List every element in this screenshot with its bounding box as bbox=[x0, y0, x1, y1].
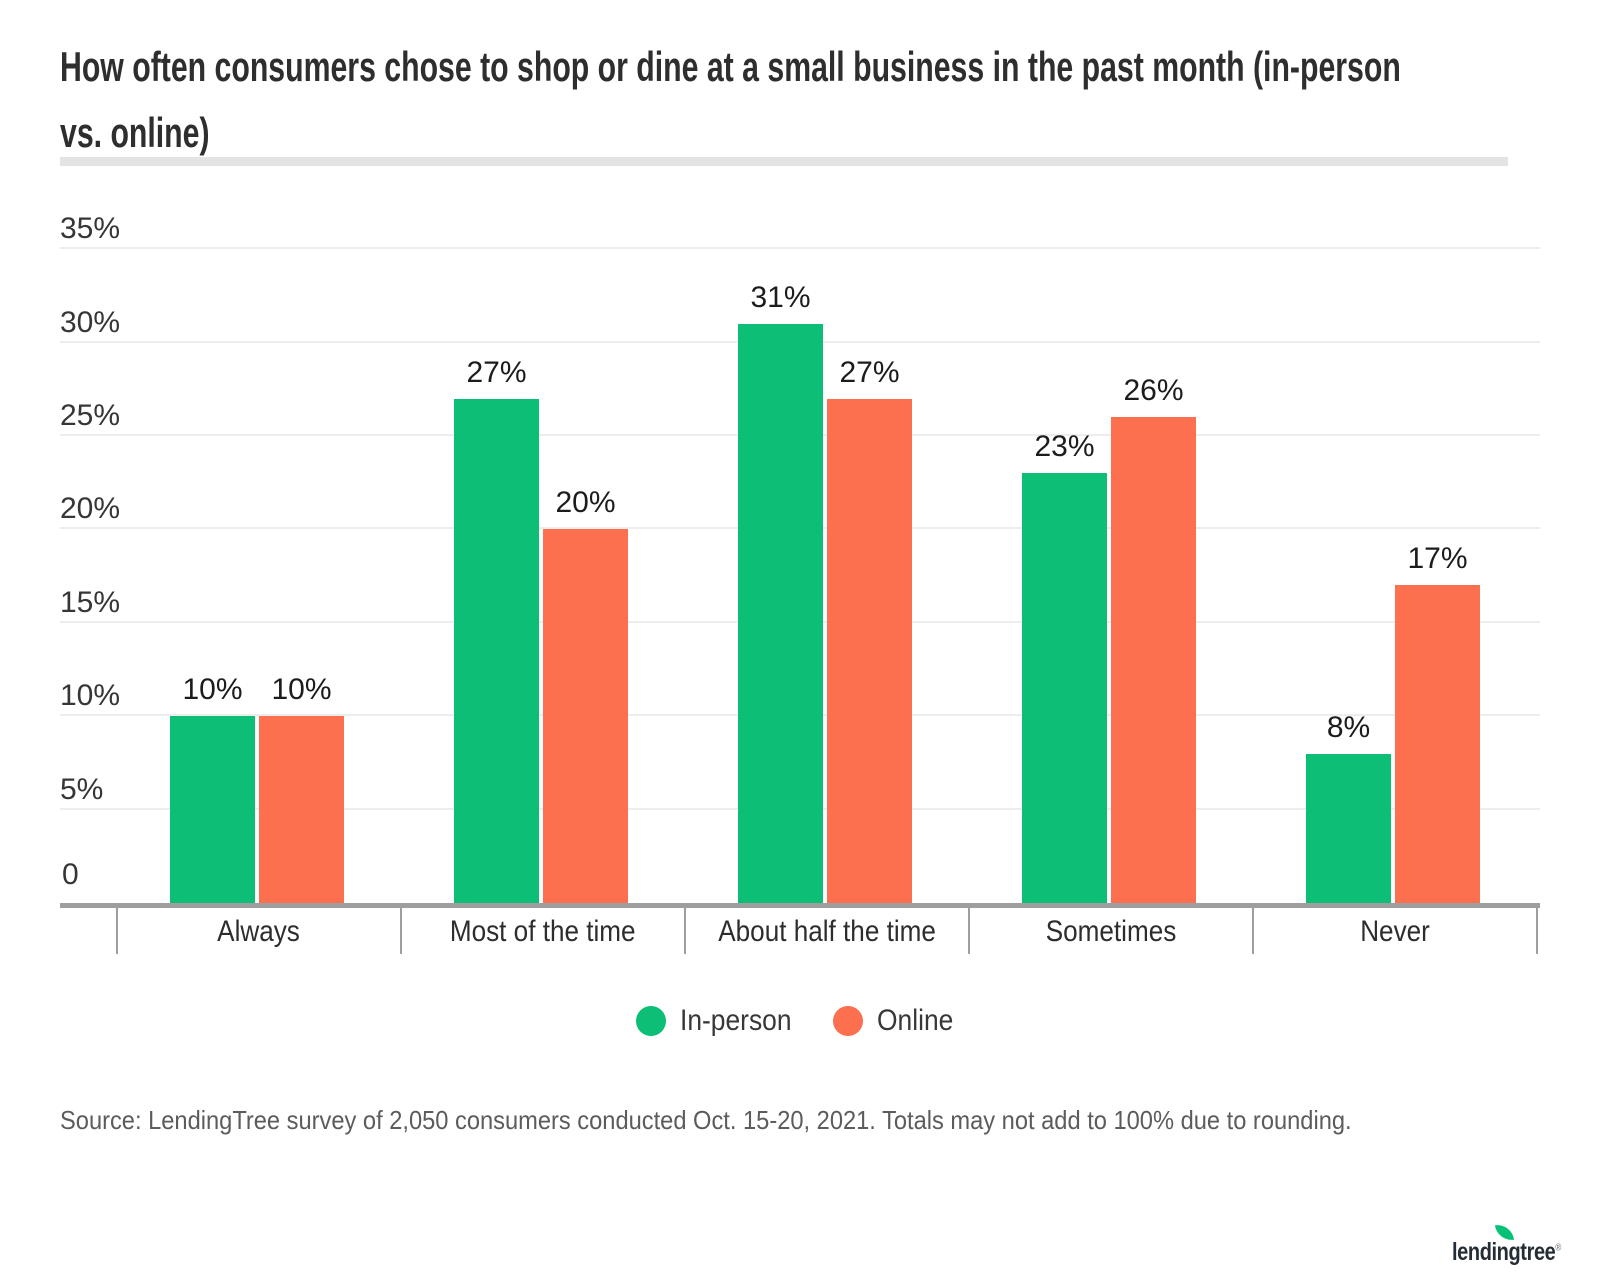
y-axis-tick-label: 35% bbox=[60, 212, 121, 246]
legend-swatch-online bbox=[833, 1006, 864, 1036]
bar-value-label: 10% bbox=[271, 673, 332, 707]
x-axis-tick bbox=[968, 908, 970, 954]
bar-in-person bbox=[1306, 753, 1391, 903]
x-axis-category-label-text: About half the time bbox=[718, 915, 936, 948]
x-axis-category-label: Never bbox=[1253, 908, 1537, 954]
y-axis-tick-label: 25% bbox=[60, 399, 121, 432]
gridline bbox=[60, 247, 1540, 250]
bar-value-label: 27% bbox=[839, 355, 900, 389]
x-axis-category-label-text: Sometimes bbox=[1045, 915, 1177, 948]
y-axis-tick-label: 30% bbox=[60, 305, 121, 339]
bar-in-person bbox=[170, 716, 255, 903]
legend-swatch-in-person bbox=[636, 1006, 667, 1036]
lendingtree-logo: lendingtree® bbox=[1452, 1222, 1592, 1268]
y-axis-tick-label: 20% bbox=[60, 492, 121, 526]
y-axis-zero-label: 0 bbox=[62, 858, 79, 891]
bar-online bbox=[259, 716, 344, 903]
bar-value-label: 23% bbox=[1034, 430, 1095, 464]
x-axis-line bbox=[60, 903, 1540, 908]
bar-online bbox=[543, 529, 628, 903]
x-axis-tick bbox=[684, 908, 686, 954]
legend: In-person Online bbox=[0, 1002, 1600, 1040]
chart-title-line-1: How often consumers chose to shop or din… bbox=[60, 43, 1401, 90]
y-axis-tick-label: 10% bbox=[60, 679, 121, 713]
x-axis-category-label: About half the time bbox=[685, 908, 969, 954]
x-axis-category-label-text: Never bbox=[1360, 915, 1430, 948]
x-axis-category-label: Always bbox=[117, 908, 401, 954]
x-axis-tick bbox=[1536, 908, 1538, 954]
bar-in-person bbox=[454, 398, 539, 903]
legend-label: Online bbox=[877, 1004, 954, 1037]
x-axis-tick bbox=[1252, 908, 1254, 954]
bar-value-label: 31% bbox=[750, 280, 811, 314]
x-axis-category-label-text: Most of the time bbox=[450, 915, 636, 948]
logo-text: lendingtree® bbox=[1452, 1238, 1561, 1267]
bar-value-label: 27% bbox=[466, 355, 527, 389]
bar-value-label: 17% bbox=[1407, 542, 1468, 576]
x-axis-category-label: Most of the time bbox=[401, 908, 685, 954]
bar-online bbox=[1395, 585, 1480, 903]
legend-label: In-person bbox=[680, 1004, 792, 1037]
source-note: Source: LendingTree survey of 2,050 cons… bbox=[60, 1105, 1352, 1135]
bar-online bbox=[1111, 417, 1196, 903]
legend-item: In-person bbox=[636, 1002, 807, 1040]
title-divider bbox=[60, 157, 1508, 166]
legend-item: Online bbox=[833, 1002, 964, 1040]
bar-value-label: 10% bbox=[182, 673, 243, 707]
registered-mark: ® bbox=[1555, 1242, 1561, 1254]
x-axis-tick bbox=[400, 908, 402, 954]
bar-value-label: 8% bbox=[1326, 710, 1371, 744]
y-axis-tick-label: 5% bbox=[60, 772, 104, 806]
bar-value-label: 26% bbox=[1123, 374, 1184, 408]
bar-online bbox=[827, 398, 912, 903]
bar-in-person bbox=[738, 323, 823, 903]
x-axis-tick bbox=[116, 908, 118, 954]
x-axis-category-label: Sometimes bbox=[969, 908, 1253, 954]
plot-area: 35% 30% 25% 20% 15% 10% 5% 0 10% 10% 27% 20% 31% 27% 2… bbox=[60, 190, 1540, 908]
bar-in-person bbox=[1022, 473, 1107, 903]
x-axis: Always Most of the time About half the tim… bbox=[60, 908, 1540, 954]
y-axis-tick-label: 15% bbox=[60, 585, 121, 619]
chart-title-line-2: vs. online) bbox=[60, 109, 210, 156]
x-axis-category-label-text: Always bbox=[217, 915, 301, 948]
bar-value-label: 20% bbox=[555, 486, 616, 520]
logo-wordmark: lendingtree bbox=[1452, 1238, 1556, 1266]
chart-title: How often consumers chose to shop or din… bbox=[60, 34, 1540, 166]
